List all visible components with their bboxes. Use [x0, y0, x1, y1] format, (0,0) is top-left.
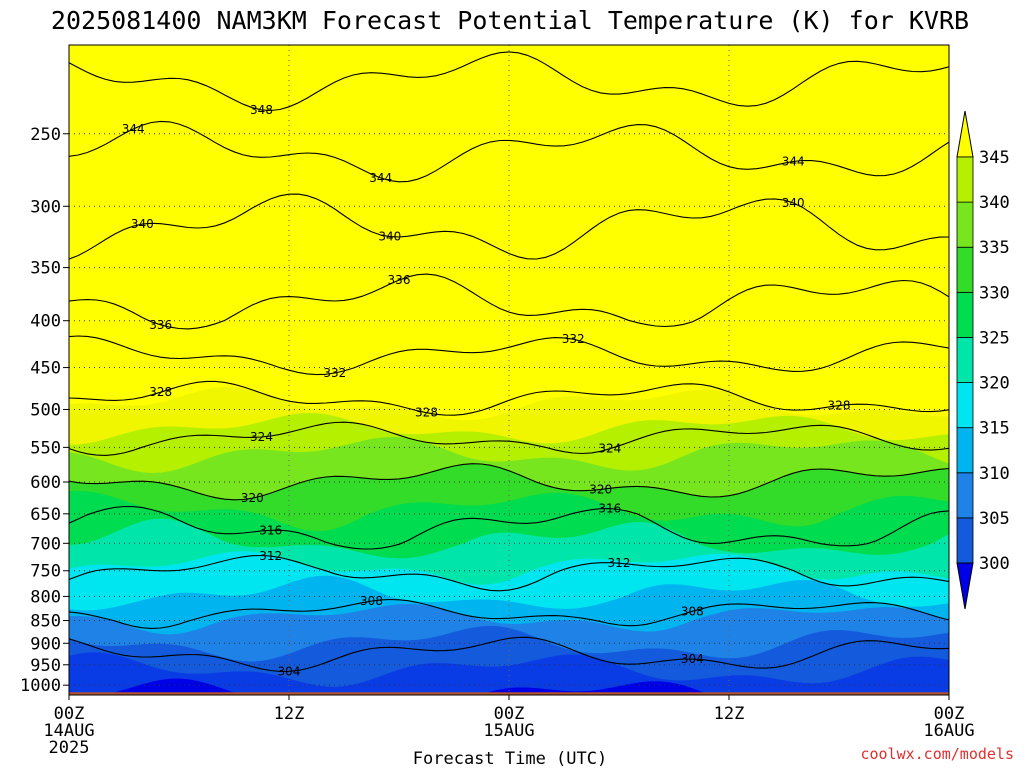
colorbar-label-330: 330 [979, 283, 1010, 303]
contour-label-304: 304 [278, 664, 301, 678]
contour-label-328: 328 [149, 385, 172, 399]
contour-label-324: 324 [250, 430, 273, 444]
contour-label-308: 308 [681, 604, 704, 618]
colorbar-segment-315 [956, 382, 974, 429]
contour-label-312: 312 [259, 549, 282, 563]
contour-label-336: 336 [149, 318, 172, 332]
contour-332 [69, 335, 949, 376]
contour-label-344: 344 [782, 154, 805, 168]
chart-title: 2025081400 NAM3KM Forecast Potential Tem… [51, 6, 969, 35]
colorbar-segment-300 [956, 517, 974, 564]
contour-348 [69, 51, 949, 112]
y-tick-label-600: 600 [30, 473, 61, 493]
contour-328 [69, 380, 949, 416]
y-tick-label-500: 500 [30, 400, 61, 420]
y-tick-label-400: 400 [30, 312, 61, 332]
y-tick-label-450: 450 [30, 359, 61, 379]
colorbar-label-315: 315 [979, 419, 1010, 439]
colorbar-label-340: 340 [979, 193, 1010, 213]
colorbar-segment-305 [956, 472, 974, 519]
colorbar-label-310: 310 [979, 464, 1010, 484]
contour-label-340: 340 [782, 196, 805, 210]
colorbar-label-345: 345 [979, 148, 1010, 168]
contour-label-340: 340 [378, 230, 401, 244]
contour-layer: 3483483443443443403403403363363363323323… [69, 51, 949, 678]
contour-304 [69, 636, 949, 672]
y-tick-label-700: 700 [30, 534, 61, 554]
x-tick-date-48: 16AUG [923, 721, 974, 741]
contour-label-328: 328 [415, 406, 438, 420]
contour-344 [69, 120, 949, 183]
x-tick-label-12: 12Z [274, 704, 305, 724]
ground-surface [69, 692, 949, 695]
colorbar-label-320: 320 [979, 374, 1010, 394]
contour-label-332: 332 [562, 332, 585, 346]
contour-label-324: 324 [598, 442, 621, 456]
grid-lines [69, 45, 950, 695]
colorbar-segment-335 [956, 201, 974, 248]
colorbar-label-305: 305 [979, 509, 1010, 529]
y-tick-label-250: 250 [30, 125, 61, 145]
contour-label-344: 344 [122, 122, 145, 136]
y-tick-label-850: 850 [30, 612, 61, 632]
x-axis-label: Forecast Time (UTC) [413, 749, 607, 768]
contour-316 [69, 505, 949, 550]
colorbar-segment-325 [956, 291, 974, 338]
y-tick-label-350: 350 [30, 259, 61, 279]
x-tick-label-0: 00Z [54, 704, 85, 724]
contour-label-312: 312 [608, 556, 631, 570]
y-tick-label-1000: 1000 [20, 676, 61, 696]
contour-label-332: 332 [323, 366, 346, 380]
contour-label-340: 340 [131, 217, 154, 231]
y-tick-label-650: 650 [30, 505, 61, 525]
colorbar-label-335: 335 [979, 238, 1010, 258]
colorbar-segment-320 [956, 337, 974, 383]
contour-label-320: 320 [589, 482, 612, 496]
contour-label-348: 348 [250, 103, 273, 117]
y-tick-label-950: 950 [30, 656, 61, 676]
contour-label-308: 308 [360, 594, 383, 608]
contour-label-316: 316 [598, 502, 621, 516]
ground-layer [69, 692, 949, 695]
colorbar-segment-330 [956, 246, 974, 293]
contour-320 [69, 463, 949, 501]
credit-text: coolwx.com/models [860, 745, 1014, 763]
contour-336 [69, 273, 949, 330]
contour-label-320: 320 [241, 491, 264, 505]
y-tick-label-800: 800 [30, 587, 61, 607]
contour-label-328: 328 [828, 399, 851, 413]
contour-label-344: 344 [369, 171, 392, 185]
colorbar-top-arrow [956, 110, 974, 158]
contour-312 [69, 554, 949, 592]
colorbar-segment-310 [956, 427, 974, 474]
x-tick-label-36: 12Z [714, 704, 745, 724]
contour-label-316: 316 [259, 523, 282, 537]
y-tick-label-550: 550 [30, 438, 61, 458]
colorbar-label-325: 325 [979, 328, 1010, 348]
x-tick-label-24: 00Z [494, 704, 525, 724]
contour-label-304: 304 [681, 652, 704, 666]
contour-324 [69, 421, 949, 456]
colorbar-segment-340 [956, 156, 974, 203]
colorbar-bottom-arrow [956, 562, 974, 610]
contour-340 [69, 193, 949, 260]
x-tick-year-0: 2025 [49, 738, 90, 758]
y-tick-label-900: 900 [30, 634, 61, 654]
x-tick-date-0: 14AUG [43, 721, 94, 741]
colorbar-label-300: 300 [979, 554, 1010, 574]
contour-308 [69, 598, 949, 629]
x-tick-date-24: 15AUG [483, 721, 534, 741]
contour-label-336: 336 [388, 273, 411, 287]
colorbar: 300 305 310 315 320 325 330 335 340 345 [956, 110, 1010, 610]
y-tick-label-750: 750 [30, 562, 61, 582]
y-tick-label-300: 300 [30, 197, 61, 217]
x-tick-label-48: 00Z [934, 704, 965, 724]
